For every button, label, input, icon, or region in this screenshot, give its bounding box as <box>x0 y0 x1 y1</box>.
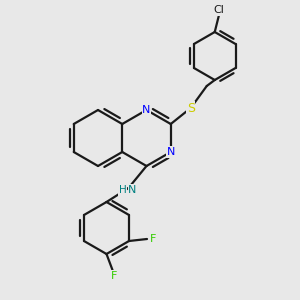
Text: Cl: Cl <box>213 5 224 15</box>
Text: H: H <box>118 185 126 195</box>
Text: F: F <box>150 234 156 244</box>
Text: N: N <box>167 147 175 157</box>
Text: F: F <box>111 271 118 281</box>
Text: N: N <box>142 105 151 115</box>
Text: N: N <box>128 185 137 195</box>
Text: S: S <box>187 101 195 115</box>
